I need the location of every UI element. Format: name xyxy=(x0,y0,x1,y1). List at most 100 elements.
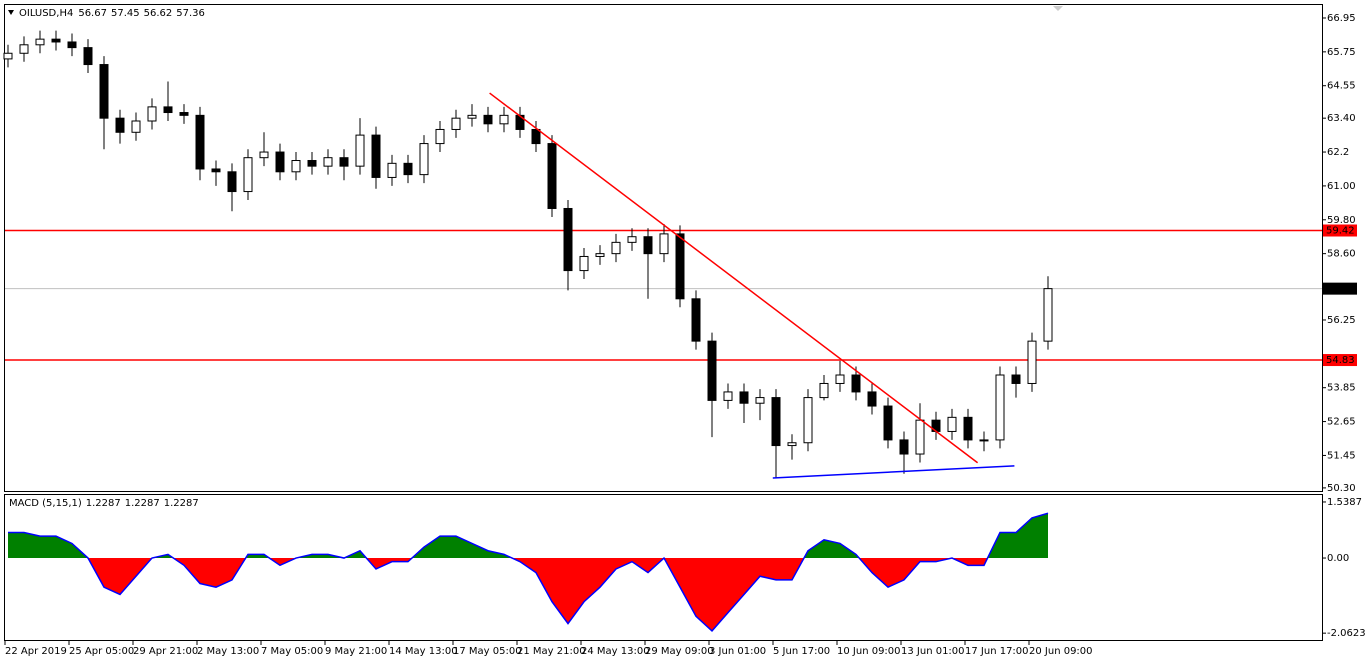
price-tag xyxy=(1323,354,1357,367)
y-tick-label: 52.65 xyxy=(1327,417,1356,428)
x-tick-label: 29 Apr 21:00 xyxy=(133,646,198,657)
candle-body xyxy=(947,416,957,432)
candle-body xyxy=(915,419,925,455)
candle-body xyxy=(659,233,669,255)
candle-body xyxy=(803,397,813,444)
price-header: OILUSD,H4 56.67 57.45 56.62 57.36 xyxy=(19,8,205,19)
candle-body xyxy=(691,298,701,342)
shift-marker xyxy=(1053,6,1063,11)
candle-body xyxy=(963,416,973,441)
y-tick-label: 50.30 xyxy=(1327,483,1356,494)
candle-body xyxy=(147,106,157,122)
y-tick-label: -2.0623 xyxy=(1327,628,1366,639)
x-tick-label: 9 May 21:00 xyxy=(325,646,387,657)
ohlc: 56.67 xyxy=(78,8,107,19)
x-tick-label: 17 May 05:00 xyxy=(453,646,522,657)
price-tag xyxy=(1323,282,1357,295)
candle-body xyxy=(979,439,989,442)
x-tick-label: 17 Jun 17:00 xyxy=(965,646,1029,657)
candle-body xyxy=(771,397,781,447)
candle-body xyxy=(67,41,77,49)
candle-body xyxy=(179,112,189,116)
candle-body xyxy=(3,52,13,60)
candle-body xyxy=(499,114,509,125)
x-tick-label: 2 May 13:00 xyxy=(197,646,259,657)
y-tick-label: 56.25 xyxy=(1327,315,1356,326)
candle-body xyxy=(627,236,637,243)
candle-body xyxy=(675,233,685,300)
y-tick-label: 53.85 xyxy=(1327,383,1356,394)
candle-body xyxy=(723,391,733,401)
price-tag-label: 59.42 xyxy=(1326,226,1355,237)
candle-body xyxy=(323,157,333,167)
candle-body xyxy=(787,442,797,447)
price-tag-label: 54.83 xyxy=(1326,355,1355,366)
y-tick-label: 0.00 xyxy=(1327,553,1349,564)
candle-body xyxy=(467,114,477,119)
candle-body xyxy=(739,391,749,404)
symbol: OILUSD,H4 xyxy=(19,8,73,19)
candle-body xyxy=(547,143,557,209)
candle-body xyxy=(755,397,765,404)
candle-body xyxy=(531,128,541,145)
y-tick-label: 65.75 xyxy=(1327,47,1356,58)
candle-body xyxy=(851,374,861,393)
candle-body xyxy=(643,236,653,255)
x-tick-label: 24 May 13:00 xyxy=(581,646,650,657)
x-tick-label: 22 Apr 2019 xyxy=(5,646,67,657)
candle-body xyxy=(211,168,221,173)
x-tick-label: 13 Jun 01:00 xyxy=(901,646,965,657)
candle-body xyxy=(291,160,301,173)
candle-body xyxy=(563,207,573,272)
price-tag xyxy=(1323,224,1357,237)
candle-body xyxy=(339,157,349,167)
ohlc: 56.62 xyxy=(144,8,173,19)
y-tick-label: 51.45 xyxy=(1327,450,1356,461)
candle-body xyxy=(1043,288,1053,342)
macd-negative-area xyxy=(8,558,1048,631)
trend-line xyxy=(772,465,1015,479)
candle-body xyxy=(419,143,429,176)
candle-body xyxy=(1011,374,1021,384)
candle-body xyxy=(899,439,909,455)
macd-value: 1.2287 xyxy=(164,498,199,509)
candle-body xyxy=(611,241,621,255)
y-tick-label: 62.2 xyxy=(1327,147,1349,158)
candle-body xyxy=(35,38,45,46)
y-tick-label: 61.00 xyxy=(1327,181,1356,192)
x-tick-label: 14 May 13:00 xyxy=(389,646,458,657)
x-tick-label: 5 Jun 17:00 xyxy=(773,646,830,657)
candle-body xyxy=(835,374,845,384)
candle-body xyxy=(83,47,93,66)
x-tick-label: 7 May 05:00 xyxy=(261,646,323,657)
candle-body xyxy=(707,340,717,401)
candle-body xyxy=(867,391,877,407)
ohlc: 57.36 xyxy=(176,8,205,19)
candle-body xyxy=(275,151,285,173)
menu-arrow[interactable] xyxy=(8,10,14,15)
y-tick-label: 66.95 xyxy=(1327,13,1356,24)
candle-body xyxy=(403,162,413,176)
candle-body xyxy=(307,160,317,167)
candle-body xyxy=(1027,340,1037,384)
macd-value: 1.2287 xyxy=(125,498,160,509)
y-tick-label: 58.60 xyxy=(1327,249,1356,260)
price-pane xyxy=(4,4,1323,492)
candle-body xyxy=(51,38,61,43)
y-tick-label: 59.80 xyxy=(1327,215,1356,226)
candle-body xyxy=(435,128,445,145)
x-tick-label: 10 Jun 09:00 xyxy=(837,646,901,657)
candle-body xyxy=(99,64,109,119)
indicator: MACD (5,15,1) xyxy=(9,498,82,509)
macd-pane xyxy=(4,494,1323,641)
candle-body xyxy=(819,382,829,399)
y-tick-label: 1.5387 xyxy=(1327,497,1362,508)
candle-body xyxy=(883,405,893,441)
price-tag-label: 57.36 xyxy=(1326,284,1355,295)
candle-body xyxy=(227,171,237,193)
candle-body xyxy=(995,374,1005,441)
x-tick-label: 20 Jun 09:00 xyxy=(1029,646,1093,657)
